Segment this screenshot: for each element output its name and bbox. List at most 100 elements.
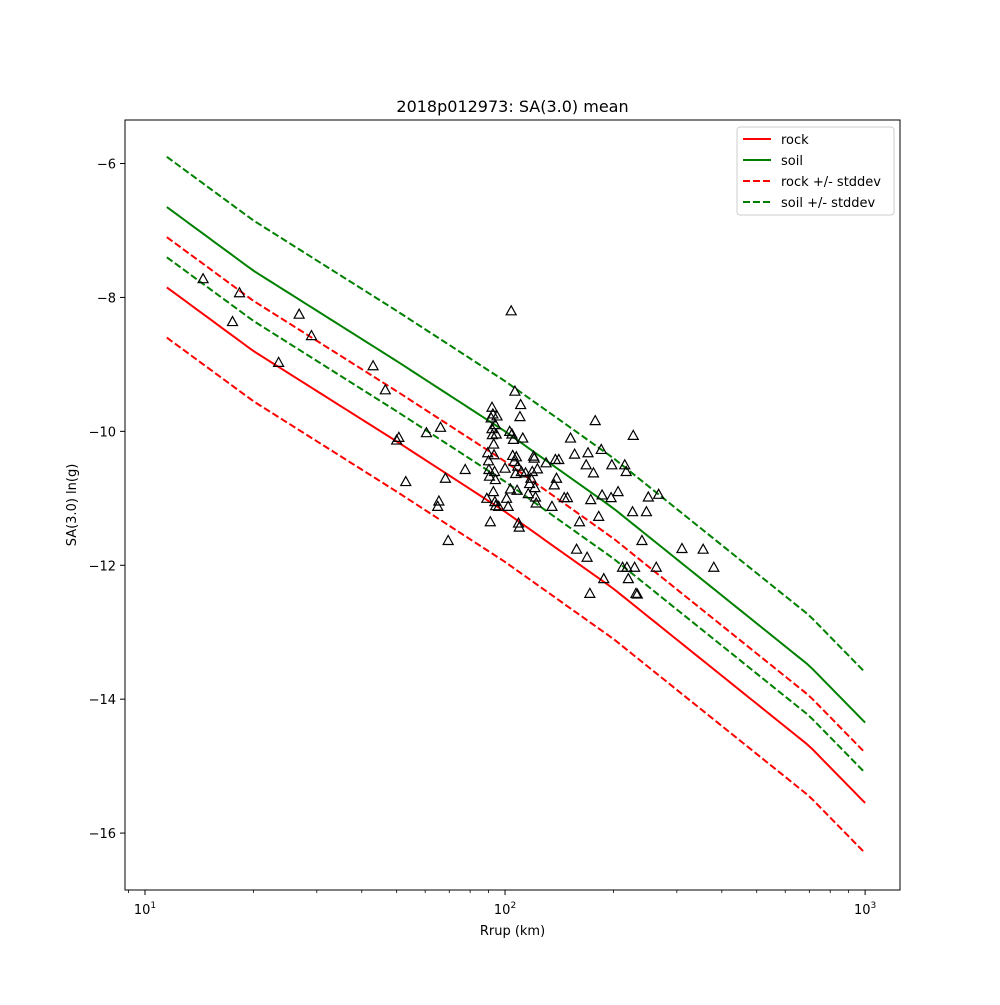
observation-point <box>568 447 581 459</box>
legend: rock soil rock +/- stddev soil +/- stddev <box>736 126 895 216</box>
observation-point <box>561 491 574 503</box>
observation-point <box>487 437 500 449</box>
observation-point <box>522 487 535 499</box>
observation-point <box>596 488 609 500</box>
observation-point <box>499 461 512 473</box>
observation-point <box>233 286 246 298</box>
observation-point <box>500 492 513 503</box>
y-tick-label: −10 <box>89 425 116 440</box>
observation-point <box>512 516 525 528</box>
series-line-soil-stddev-4 <box>166 156 866 674</box>
series-line-rock-0 <box>166 286 866 804</box>
observation-point <box>622 572 635 584</box>
x-axis-label: Rrup (km) <box>480 924 545 939</box>
observation-point <box>519 466 532 478</box>
observation-point <box>486 428 499 440</box>
observation-point <box>587 466 600 478</box>
observation-point <box>514 398 527 410</box>
observation-point <box>305 329 318 341</box>
observation-point <box>620 465 633 477</box>
observation-point <box>513 410 526 422</box>
observation-point <box>529 490 542 502</box>
observation-point <box>487 485 500 497</box>
observation-point <box>197 272 210 284</box>
axes-frame <box>124 119 901 891</box>
observation-point <box>650 561 663 572</box>
observation-point <box>379 383 392 395</box>
observation-point <box>482 463 495 475</box>
observation-point <box>523 477 536 489</box>
legend-label: rock <box>781 133 809 148</box>
observation-point <box>548 478 561 490</box>
x-tick-label: 102 <box>494 901 516 918</box>
observation-point <box>605 491 618 503</box>
y-tick-label: −8 <box>97 291 116 306</box>
y-tick-label: −14 <box>89 693 116 708</box>
observation-point <box>626 505 639 517</box>
observation-point <box>582 446 595 458</box>
observation-point <box>620 561 633 572</box>
observation-point <box>442 534 455 546</box>
x-tick-label: 103 <box>854 901 876 918</box>
observation-point <box>524 471 537 483</box>
observation-point <box>439 471 452 483</box>
observation-point <box>707 561 720 572</box>
x-axis-ticks: 101 102 103 <box>128 890 876 918</box>
observation-point <box>581 550 594 562</box>
observation-point <box>552 453 565 465</box>
observation-point <box>528 481 541 493</box>
observation-point <box>628 561 641 572</box>
y-axis-label: SA(3.0) ln(g) <box>65 464 80 547</box>
observation-point <box>528 451 541 463</box>
observation-point <box>488 495 501 507</box>
y-tick-label: −16 <box>89 827 116 842</box>
series-line-rock-stddev-2 <box>166 236 866 754</box>
observation-point <box>491 409 504 421</box>
observation-point <box>505 304 518 316</box>
observation-points <box>197 272 720 599</box>
observation-point <box>627 429 640 440</box>
observation-point <box>489 418 502 430</box>
observation-point <box>293 307 306 319</box>
legend-label: rock +/- stddev <box>781 175 881 190</box>
y-axis-ticks: −16 −14 −12 −10 −8 −6 <box>89 158 125 842</box>
x-tick-label: 101 <box>134 901 156 918</box>
observation-point <box>516 431 529 443</box>
legend-box <box>736 126 895 216</box>
observation-point <box>513 520 526 532</box>
observation-point <box>511 459 524 471</box>
observation-point <box>459 463 472 475</box>
observation-point <box>583 587 596 598</box>
observation-point <box>392 431 405 442</box>
observation-point <box>492 500 505 511</box>
observation-point <box>652 488 665 499</box>
observation-point <box>545 500 558 511</box>
observation-point <box>432 494 445 506</box>
observation-point <box>511 484 524 495</box>
observation-point <box>631 587 644 599</box>
observation-point <box>584 493 597 505</box>
legend-label: soil <box>781 154 803 169</box>
chart-title: 2018p012973: SA(3.0) mean <box>396 97 628 116</box>
observation-point <box>589 414 602 426</box>
observation-point <box>629 587 642 598</box>
observation-point <box>507 433 520 444</box>
observation-point <box>640 505 653 517</box>
observation-point <box>605 458 618 470</box>
observation-point <box>484 515 497 527</box>
observation-point <box>635 534 648 546</box>
observation-point <box>489 473 502 485</box>
observation-point <box>434 421 447 432</box>
observation-point <box>399 475 412 487</box>
observation-point <box>595 443 608 455</box>
observation-point <box>420 426 433 438</box>
observation-point <box>490 427 503 439</box>
observation-point <box>597 572 610 584</box>
observation-point <box>431 500 444 511</box>
observation-point <box>612 485 625 497</box>
observation-point <box>504 482 517 494</box>
observation-point <box>642 490 655 502</box>
series-line-band-5 <box>166 256 866 774</box>
